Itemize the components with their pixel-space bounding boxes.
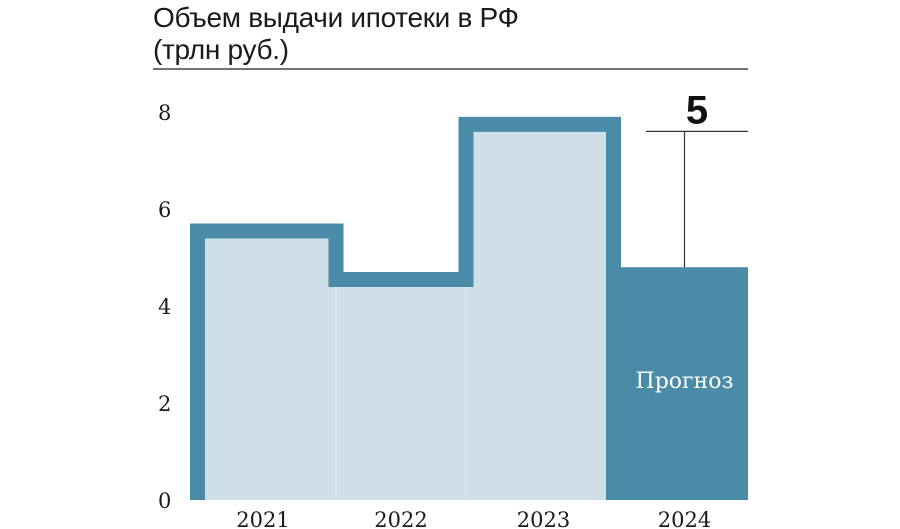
x-tick-label: 2024 <box>658 508 711 529</box>
bar-2022 <box>336 272 466 500</box>
chart-title: Объем выдачи ипотеки в РФ <box>153 2 519 33</box>
y-tick-label: 4 <box>158 295 171 319</box>
y-tick-label: 8 <box>158 101 171 125</box>
x-tick-label: 2021 <box>236 508 289 529</box>
y-tick-label: 0 <box>158 489 171 513</box>
bars-outline <box>190 116 621 500</box>
forecast-value-label: 5 <box>686 88 708 132</box>
chart-subtitle: (трлн руб.) <box>153 34 289 65</box>
bar-2023 <box>466 116 621 500</box>
x-tick-label: 2022 <box>374 508 427 529</box>
chart-title-block: Объем выдачи ипотеки в РФ (трлн руб.) <box>153 2 519 66</box>
y-tick-label: 2 <box>158 392 171 416</box>
y-tick-label: 6 <box>158 198 171 222</box>
bar-2021 <box>190 223 336 501</box>
x-tick-label: 2023 <box>517 508 570 529</box>
bar-2024-forecast <box>621 267 748 500</box>
forecast-label: Прогноз <box>636 369 734 394</box>
